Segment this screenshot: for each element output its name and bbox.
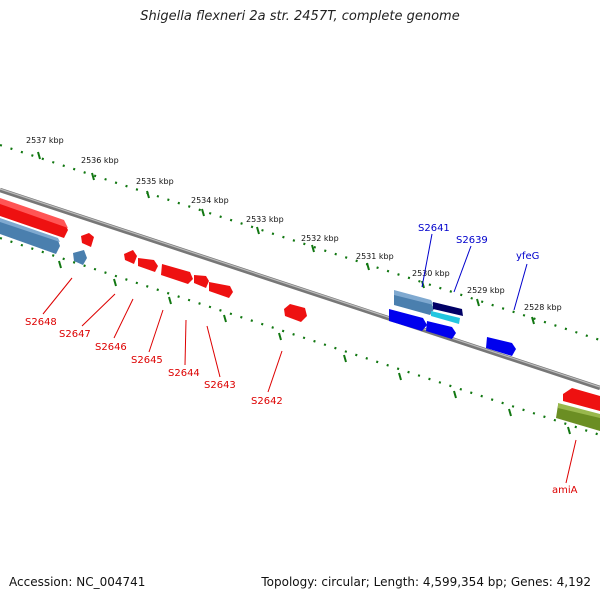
forward-features	[0, 198, 600, 411]
gene-feature-red	[124, 250, 137, 264]
gene-feature-red	[209, 282, 233, 298]
ruler-label-2529: 2529 kbp	[467, 286, 505, 295]
gene-feature-steelblue	[73, 250, 87, 265]
gene-feature-steelblue	[0, 220, 60, 254]
gene-feature-red	[563, 388, 600, 411]
gene-feature-navy	[433, 302, 463, 316]
ruler-label-2533: 2533 kbp	[246, 215, 284, 224]
gene-label-S2639: S2639	[456, 235, 488, 246]
ruler-label-2530: 2530 kbp	[412, 269, 450, 278]
gene-label-S2646: S2646	[95, 342, 127, 353]
gene-feature-red	[284, 304, 307, 322]
reverse-features	[0, 218, 600, 431]
gene-feature-red	[138, 258, 158, 272]
gene-feature-blue	[426, 321, 456, 339]
gene-feature-blue	[486, 337, 516, 356]
gene-feature-blue	[389, 309, 427, 331]
map-title: Shigella flexneri 2a str. 2457T, complet…	[140, 9, 460, 24]
gene-label-S2641: S2641	[418, 223, 450, 234]
ruler-ticks	[37, 151, 571, 435]
gene-label-S2644: S2644	[168, 368, 200, 379]
gene-label-S2648: S2648	[25, 317, 57, 328]
ruler-label-2536: 2536 kbp	[81, 156, 119, 165]
gene-feature-steelblue	[394, 292, 434, 315]
gene-feature-red	[194, 275, 209, 288]
genome-summary-text: Topology: circular; Length: 4,599,354 bp…	[261, 575, 591, 589]
gene-feature-cyan	[431, 311, 460, 324]
gene-feature-steelblue-top	[394, 290, 434, 305]
gene-label-S2643: S2643	[204, 380, 236, 391]
gene-leader-lines	[42, 233, 577, 484]
ruler-label-2532: 2532 kbp	[301, 234, 339, 243]
gene-label-amiA: amiA	[552, 485, 578, 496]
gene-label-yfeG: yfeG	[516, 251, 539, 262]
genome-backbone	[0, 187, 600, 391]
gene-label-S2645: S2645	[131, 355, 163, 366]
ruler-label-2528: 2528 kbp	[524, 303, 562, 312]
ruler-label-2531: 2531 kbp	[356, 252, 394, 261]
gene-label-S2642: S2642	[251, 396, 283, 407]
gene-feature-red	[81, 233, 94, 247]
accession-text: Accession: NC_004741	[9, 575, 146, 589]
gene-feature-olive	[556, 405, 600, 431]
ruler-label-2534: 2534 kbp	[191, 196, 229, 205]
genome-backbone-highlight	[0, 188, 600, 388]
gene-feature-olive-top	[558, 403, 600, 418]
gene-feature-red	[161, 264, 193, 284]
gene-feature-red-top	[0, 198, 68, 228]
ruler-label-2537: 2537 kbp	[26, 136, 64, 145]
ruler-label-2535: 2535 kbp	[136, 177, 174, 186]
gene-label-S2647: S2647	[59, 329, 91, 340]
gene-feature-steelblue-top	[0, 218, 60, 242]
